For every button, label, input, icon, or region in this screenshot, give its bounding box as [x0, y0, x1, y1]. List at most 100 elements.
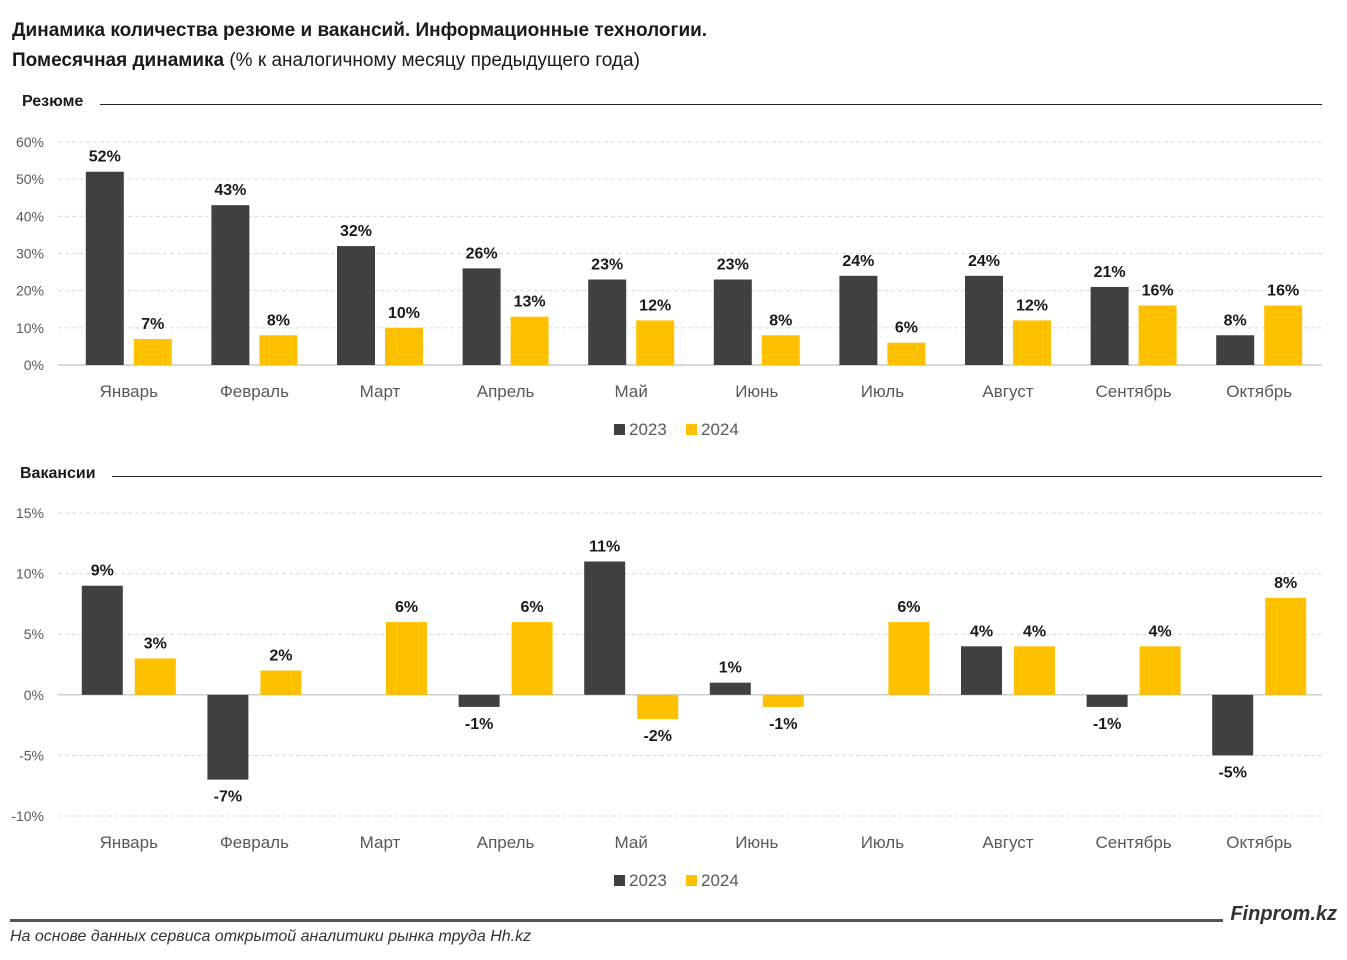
data-label: 23% [591, 257, 623, 274]
bar-2024 [888, 622, 930, 695]
category-label: Октябрь [1226, 382, 1292, 401]
category-label: Август [982, 833, 1033, 852]
category-label: Май [615, 382, 648, 401]
data-label: 6% [895, 320, 918, 337]
bar-2024 [385, 327, 423, 365]
bar-2023 [839, 275, 878, 365]
bar-2024 [133, 338, 172, 365]
bar-2024 [259, 335, 298, 365]
bar-2023 [337, 246, 375, 365]
section-rule-resume [100, 104, 1322, 105]
data-label: 12% [639, 297, 671, 314]
bar-2024 [762, 694, 804, 707]
data-label: 24% [968, 253, 1000, 270]
data-label: 8% [267, 312, 290, 329]
category-label: Июнь [735, 382, 778, 401]
y-tick-label: -10% [11, 808, 44, 824]
bar-2023 [1090, 286, 1129, 365]
y-tick-label: 15% [16, 505, 44, 521]
brand-logo: Finprom.kz [1230, 903, 1337, 925]
bar-2023 [965, 275, 1003, 365]
bar-2024 [1013, 320, 1051, 365]
data-label: 16% [1142, 283, 1174, 300]
category-label: Январь [100, 382, 158, 401]
data-label: 6% [521, 599, 544, 616]
bar-2024 [1014, 646, 1055, 695]
category-label: Февраль [220, 833, 289, 852]
bar-2023 [588, 279, 627, 365]
data-label: 8% [769, 312, 792, 329]
y-tick-label: 50% [16, 171, 44, 187]
y-tick-label: 20% [16, 283, 44, 299]
bar-2023 [85, 171, 124, 365]
data-label: 4% [1149, 623, 1172, 640]
data-label: 23% [717, 257, 749, 274]
bar-2023 [458, 694, 500, 707]
legend-swatch-2024 [686, 875, 697, 886]
y-tick-label: 0% [24, 687, 44, 703]
data-label: 10% [388, 305, 420, 322]
bar-2024 [637, 694, 679, 720]
legend-label-2024: 2024 [701, 871, 739, 890]
category-label: Март [360, 382, 401, 401]
data-label: 24% [842, 253, 874, 270]
subtitle-rest: (% к аналогичному месяцу предыдущего год… [224, 50, 640, 71]
legend-label-2024: 2024 [701, 420, 739, 439]
bar-2023 [207, 694, 249, 780]
bar-2024 [1265, 597, 1307, 695]
bar-2023 [584, 561, 626, 695]
data-label: 6% [395, 599, 418, 616]
bar-2024 [1264, 305, 1303, 365]
legend-label-2023: 2023 [629, 420, 667, 439]
data-label: 2% [269, 648, 292, 665]
legend-label-2023: 2023 [629, 871, 667, 890]
chart-title: Динамика количества резюме и вакансий. И… [12, 20, 708, 41]
bar-2024 [260, 670, 302, 695]
data-label: 11% [589, 538, 620, 555]
bar-2023 [1212, 694, 1254, 756]
resume-chart: 0% 10% 20% 30% 40% 50% 60% 52% 7% Январь 43% 8% Февр… [16, 134, 1322, 439]
y-tick-label: 30% [16, 246, 44, 262]
data-label: 4% [1023, 623, 1046, 640]
chart-subtitle: Помесячная динамика (% к аналогичному ме… [12, 50, 640, 72]
data-label: 8% [1224, 312, 1247, 329]
section-title-vacancies: Вакансии [20, 465, 100, 483]
category-label: Сентябрь [1096, 382, 1172, 401]
bar-2024 [510, 316, 549, 365]
subtitle-bold: Помесячная динамика [12, 50, 225, 71]
category-label: Май [615, 833, 648, 852]
data-label: -5% [1218, 764, 1246, 781]
bar-2024 [386, 622, 427, 695]
category-label: Октябрь [1226, 833, 1292, 852]
data-label: 7% [141, 316, 164, 333]
bar-2023 [1086, 694, 1128, 707]
y-tick-label: 5% [24, 626, 44, 642]
category-label: Февраль [220, 382, 289, 401]
data-label: 43% [214, 182, 246, 199]
category-label: Июль [861, 382, 905, 401]
data-label: 32% [340, 223, 372, 240]
category-label: Август [982, 382, 1033, 401]
bar-2024 [1139, 646, 1181, 695]
data-label: -2% [643, 728, 671, 745]
data-label: -1% [769, 716, 797, 733]
bar-2024 [134, 658, 176, 695]
bar-2024 [636, 320, 675, 365]
legend-swatch-2023 [614, 875, 625, 886]
category-label: Апрель [477, 382, 535, 401]
data-label: 1% [719, 660, 742, 677]
category-label: Июнь [735, 833, 778, 852]
bar-2023 [81, 585, 123, 695]
source-note: На основе данных сервиса открытой аналит… [10, 928, 532, 945]
data-label: 13% [514, 294, 546, 311]
y-tick-label: -5% [19, 747, 44, 763]
bar-2023 [961, 646, 1002, 695]
data-label: 12% [1016, 297, 1048, 314]
bar-2023 [1216, 335, 1255, 365]
data-label: 6% [897, 599, 920, 616]
vacancies-chart: -10% -5% 0% 5% 10% 15% 9% 3% Январь -7% 2% Февраль 6… [11, 505, 1322, 890]
data-label: -7% [214, 789, 242, 806]
bar-2023 [713, 279, 752, 365]
category-label: Апрель [477, 833, 535, 852]
y-tick-label: 40% [16, 208, 44, 224]
